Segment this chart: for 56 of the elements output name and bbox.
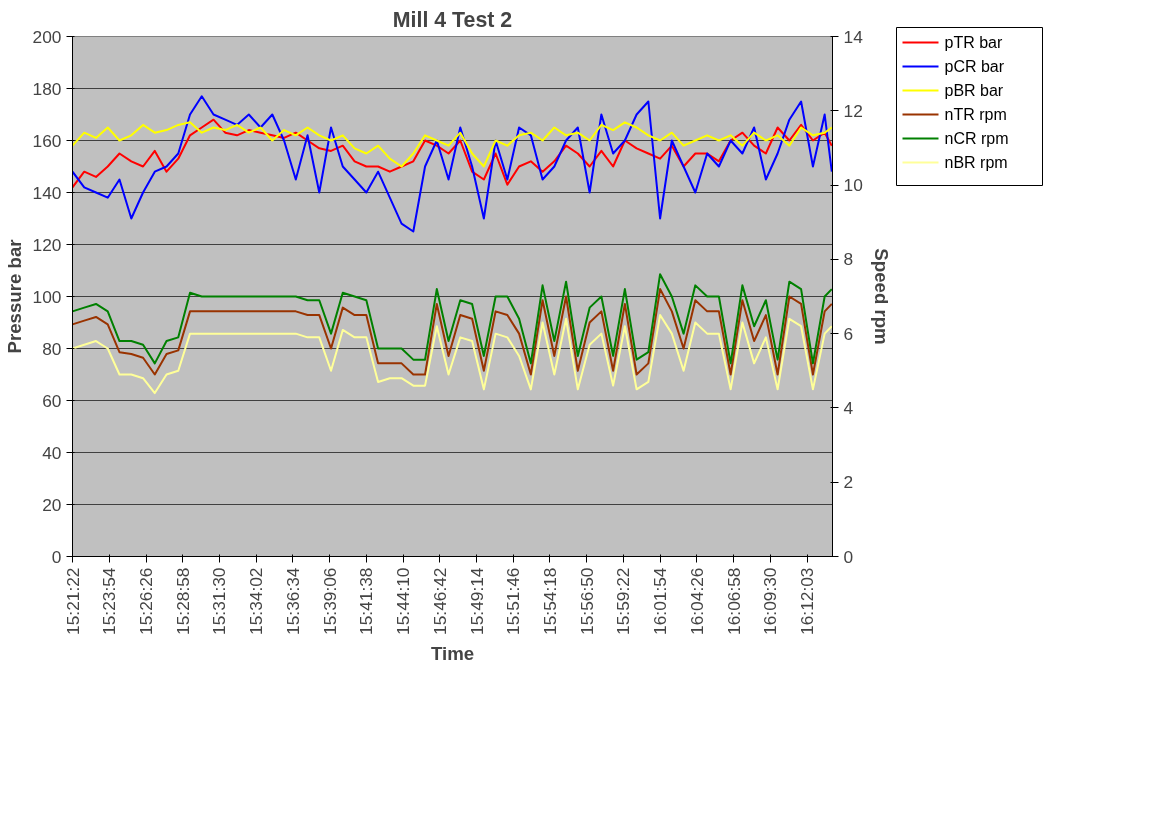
y-tick-label: 100 bbox=[32, 286, 62, 307]
y-tick-label: 180 bbox=[32, 78, 62, 99]
x-tick-label: 16:12:03 bbox=[797, 567, 818, 635]
y2-tick-label: 14 bbox=[843, 26, 864, 47]
y-tick-label: 20 bbox=[42, 494, 62, 515]
x-tick-label: 15:44:10 bbox=[393, 567, 414, 635]
legend-label: nTR rpm bbox=[944, 106, 1007, 123]
y-tick-label: 200 bbox=[32, 26, 62, 47]
x-tick-label: 15:36:34 bbox=[282, 567, 303, 635]
x-tick-label: 15:41:38 bbox=[356, 567, 377, 635]
y-tick-label: 80 bbox=[42, 338, 62, 359]
x-tick-label: 15:26:26 bbox=[136, 567, 156, 635]
y-axis-title: Pressure bar bbox=[3, 239, 25, 354]
y2-tick-label: 2 bbox=[843, 472, 854, 493]
y2-tick-label: 0 bbox=[843, 546, 854, 567]
x-tick-label: 16:09:30 bbox=[760, 567, 781, 635]
x-tick-label: 15:31:30 bbox=[209, 567, 230, 635]
x-tick-label: 15:28:58 bbox=[172, 567, 193, 635]
legend-label: nCR rpm bbox=[944, 130, 1009, 147]
line-series bbox=[72, 95, 833, 233]
line-series bbox=[72, 288, 833, 376]
y2-axis-title: Speed rpm bbox=[870, 248, 892, 345]
legend-label: pTR bar bbox=[944, 34, 1003, 51]
x-tick-label: 15:49:14 bbox=[466, 567, 487, 635]
y-tick-label: 140 bbox=[32, 182, 62, 203]
x-tick-label: 15:21:22 bbox=[62, 567, 83, 635]
line-series bbox=[72, 273, 833, 365]
x-tick-label: 15:56:50 bbox=[576, 567, 597, 635]
x-tick-label: 15:39:06 bbox=[319, 567, 340, 635]
y-tick-label: 0 bbox=[51, 546, 62, 567]
legend-label: pBR bar bbox=[944, 82, 1004, 99]
x-axis-title: Time bbox=[430, 642, 475, 664]
line-series bbox=[72, 118, 833, 189]
y-tick-label: 120 bbox=[32, 234, 62, 255]
y2-tick-label: 8 bbox=[843, 249, 854, 270]
x-tick-label: 15:23:54 bbox=[99, 567, 120, 635]
legend-label: nBR rpm bbox=[944, 154, 1008, 171]
y2-tick-label: 10 bbox=[843, 175, 863, 196]
x-tick-label: 15:34:02 bbox=[246, 567, 267, 635]
y-tick-label: 40 bbox=[42, 442, 62, 463]
x-tick-label: 16:01:54 bbox=[650, 567, 671, 635]
line-series bbox=[72, 121, 833, 168]
x-tick-label: 15:51:46 bbox=[503, 567, 524, 635]
y2-tick-label: 4 bbox=[843, 397, 854, 418]
x-tick-label: 15:59:22 bbox=[613, 567, 634, 635]
y2-tick-label: 12 bbox=[843, 100, 863, 121]
y-tick-label: 60 bbox=[42, 390, 62, 411]
x-tick-label: 16:04:26 bbox=[686, 567, 707, 635]
chart-title: Mill 4 Test 2 bbox=[392, 7, 513, 32]
x-tick-label: 15:46:42 bbox=[429, 567, 450, 635]
y2-tick-label: 6 bbox=[843, 323, 854, 344]
x-tick-label: 16:06:58 bbox=[723, 567, 744, 635]
legend-label: pCR bar bbox=[944, 58, 1005, 75]
x-tick-label: 15:54:18 bbox=[539, 567, 560, 635]
y-tick-label: 160 bbox=[32, 130, 62, 151]
line-series bbox=[72, 314, 833, 395]
